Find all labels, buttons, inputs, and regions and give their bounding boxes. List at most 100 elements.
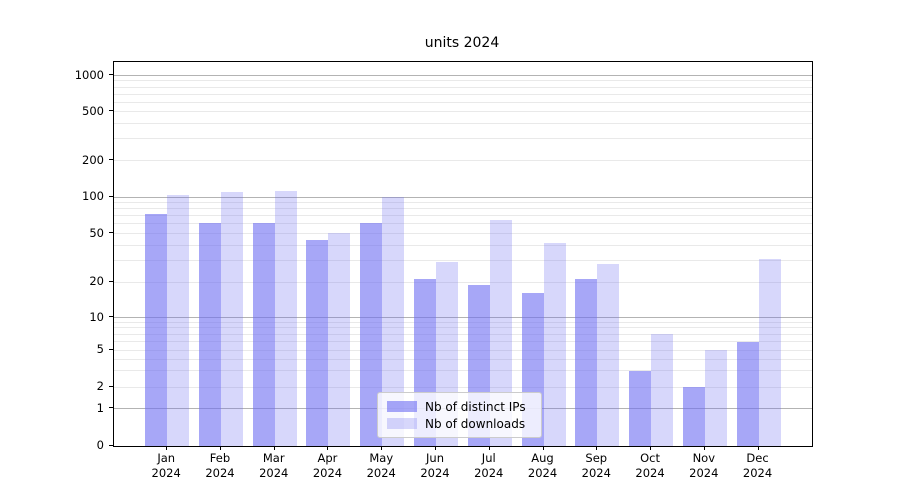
plot-area: Nb of distinct IPs Nb of downloads bbox=[113, 61, 813, 447]
bar-downloads-jul bbox=[489, 219, 512, 446]
bar-downloads-jan bbox=[167, 195, 190, 446]
x-tick-mark-sep bbox=[596, 446, 598, 450]
legend-swatch-distinct-ips bbox=[387, 401, 417, 412]
bar-distinct-ips-nov bbox=[682, 387, 705, 446]
x-tick-label-may: May 2024 bbox=[366, 451, 396, 480]
bar-downloads-apr bbox=[328, 232, 351, 446]
bar-downloads-oct bbox=[651, 334, 674, 446]
x-tick-mark-nov bbox=[703, 446, 705, 450]
legend-label-distinct-ips: Nb of distinct IPs bbox=[425, 399, 526, 414]
x-tick-mark-jan bbox=[166, 446, 168, 450]
minor-gridline-600 bbox=[114, 101, 812, 103]
x-tick-mark-may bbox=[381, 446, 383, 450]
y-tick-mark-2 bbox=[109, 385, 113, 387]
legend: Nb of distinct IPs Nb of downloads bbox=[377, 392, 542, 438]
minor-gridline-4 bbox=[114, 358, 812, 360]
x-tick-mark-apr bbox=[327, 446, 329, 450]
minor-gridline-20 bbox=[114, 281, 812, 283]
minor-gridline-40 bbox=[114, 244, 812, 246]
minor-gridline-50 bbox=[114, 233, 812, 234]
y-tick-mark-100 bbox=[109, 195, 113, 197]
y-tick-label-1000: 1000 bbox=[74, 67, 104, 82]
bar-distinct-ips-may bbox=[360, 223, 383, 446]
y-tick-label-100: 100 bbox=[82, 189, 104, 203]
bar-downloads-feb bbox=[220, 191, 243, 446]
bar-distinct-ips-mar bbox=[252, 223, 275, 446]
minor-gridline-5 bbox=[114, 349, 812, 351]
y-tick-label-0: 0 bbox=[96, 438, 104, 452]
y-tick-mark-20 bbox=[109, 280, 113, 282]
x-tick-label-mar: Mar 2024 bbox=[259, 451, 289, 480]
x-tick-mark-dec bbox=[757, 446, 759, 450]
x-tick-mark-aug bbox=[542, 446, 544, 450]
bar-downloads-dec bbox=[758, 258, 781, 446]
y-tick-mark-10 bbox=[109, 316, 113, 317]
legend-label-downloads: Nb of downloads bbox=[425, 416, 526, 431]
y-tick-label-20: 20 bbox=[89, 274, 104, 288]
minor-gridline-8 bbox=[114, 327, 812, 329]
minor-gridline-6 bbox=[114, 340, 812, 342]
bar-downloads-nov bbox=[704, 350, 727, 446]
bar-downloads-aug bbox=[543, 242, 566, 446]
legend-row-downloads: Nb of downloads bbox=[387, 415, 533, 432]
y-tick-label-1: 1 bbox=[96, 400, 104, 415]
bar-downloads-mar bbox=[274, 190, 297, 446]
bar-distinct-ips-feb bbox=[198, 223, 221, 446]
x-tick-label-jan: Jan 2024 bbox=[151, 451, 181, 480]
minor-gridline-200 bbox=[114, 160, 812, 161]
minor-gridline-7 bbox=[114, 333, 812, 335]
x-tick-label-aug: Aug 2024 bbox=[527, 451, 558, 480]
x-tick-mark-mar bbox=[273, 446, 275, 450]
minor-gridline-2 bbox=[114, 386, 812, 388]
y-tick-label-10: 10 bbox=[89, 309, 104, 324]
minor-gridline-60 bbox=[114, 223, 812, 225]
y-tick-label-50: 50 bbox=[89, 225, 104, 240]
y-tick-mark-200 bbox=[109, 159, 113, 160]
minor-gridline-80 bbox=[114, 208, 812, 210]
x-tick-label-dec: Dec 2024 bbox=[742, 451, 773, 480]
y-tick-label-2: 2 bbox=[96, 379, 104, 393]
chart-title: units 2024 bbox=[424, 35, 500, 51]
minor-gridline-900 bbox=[114, 80, 812, 82]
major-gridline-10 bbox=[114, 317, 812, 318]
minor-gridline-3 bbox=[114, 370, 812, 372]
y-tick-label-500: 500 bbox=[82, 103, 104, 118]
x-tick-label-oct: Oct 2024 bbox=[635, 451, 665, 480]
y-tick-mark-1 bbox=[109, 407, 113, 408]
minor-gridline-700 bbox=[114, 93, 812, 95]
minor-gridline-90 bbox=[114, 202, 812, 204]
y-tick-mark-500 bbox=[109, 110, 113, 111]
y-tick-mark-0 bbox=[109, 444, 113, 446]
bar-downloads-may bbox=[382, 197, 405, 446]
bar-downloads-sep bbox=[597, 264, 620, 446]
x-tick-label-jun: Jun 2024 bbox=[420, 451, 450, 480]
x-tick-mark-oct bbox=[650, 446, 652, 450]
major-gridline-100 bbox=[114, 196, 812, 198]
minor-gridline-500 bbox=[114, 111, 812, 112]
x-tick-mark-feb bbox=[219, 446, 221, 450]
legend-swatch-downloads bbox=[387, 418, 417, 429]
bar-distinct-ips-dec bbox=[736, 341, 759, 446]
y-tick-label-5: 5 bbox=[96, 342, 104, 356]
legend-row-distinct-ips: Nb of distinct IPs bbox=[387, 398, 533, 415]
minor-gridline-800 bbox=[114, 86, 812, 88]
x-tick-label-jul: Jul 2024 bbox=[474, 451, 504, 480]
x-tick-label-apr: Apr 2024 bbox=[312, 451, 343, 480]
minor-gridline-300 bbox=[114, 138, 812, 140]
major-gridline-1000 bbox=[114, 75, 812, 76]
x-tick-label-feb: Feb 2024 bbox=[205, 451, 235, 480]
minor-gridline-9 bbox=[114, 321, 812, 323]
y-tick-mark-5 bbox=[109, 348, 113, 350]
bar-distinct-ips-oct bbox=[629, 370, 652, 446]
bar-distinct-ips-jan bbox=[145, 214, 168, 446]
x-tick-mark-jul bbox=[488, 446, 490, 450]
y-tick-label-200: 200 bbox=[82, 152, 104, 167]
bar-distinct-ips-apr bbox=[306, 240, 329, 446]
minor-gridline-70 bbox=[114, 215, 812, 217]
x-tick-label-sep: Sep 2024 bbox=[581, 451, 611, 480]
bar-distinct-ips-sep bbox=[575, 279, 598, 446]
x-tick-label-nov: Nov 2024 bbox=[689, 451, 719, 480]
y-tick-mark-1000 bbox=[109, 74, 113, 75]
minor-gridline-400 bbox=[114, 122, 812, 124]
